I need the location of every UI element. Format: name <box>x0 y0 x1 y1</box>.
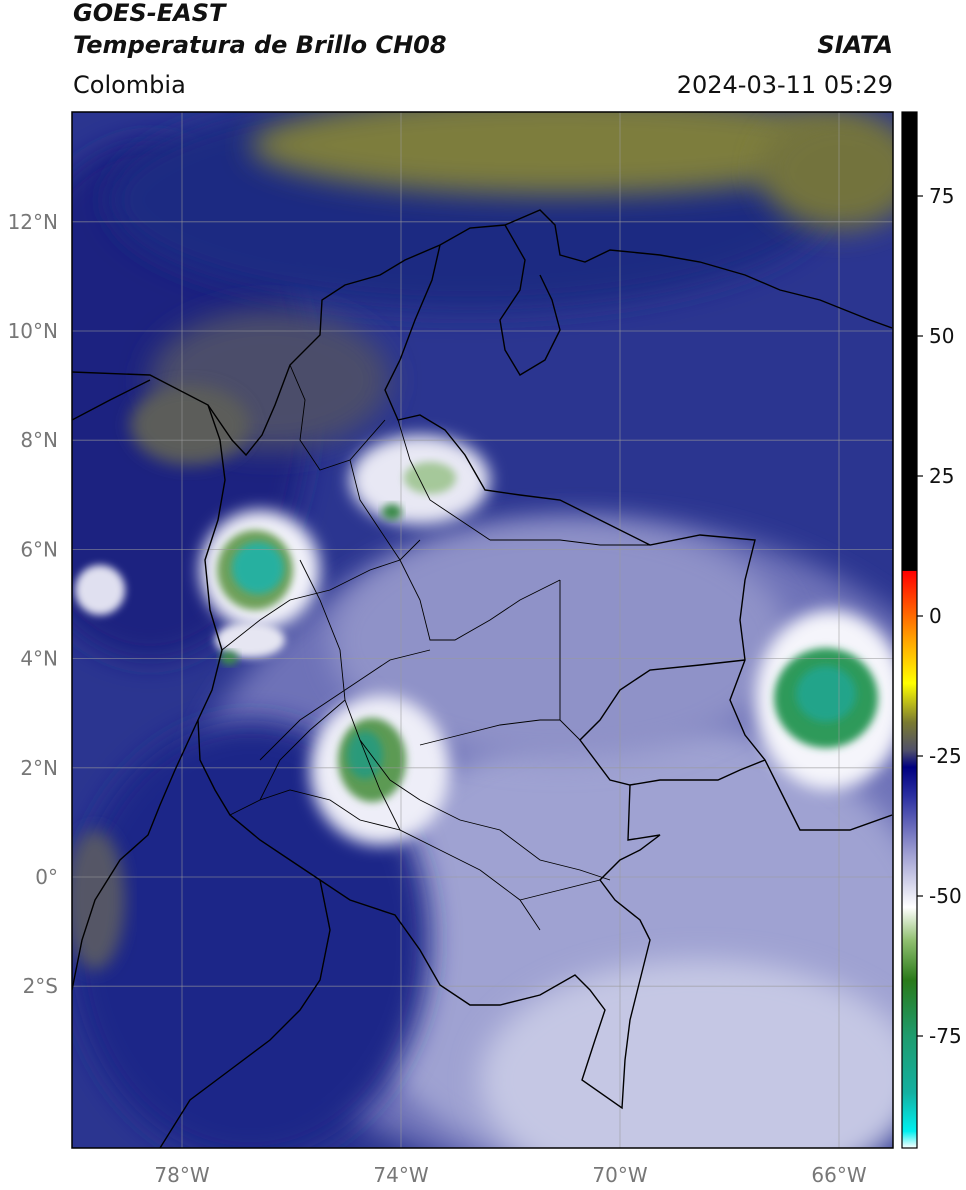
lon-tick-label: 70°W <box>592 1163 647 1187</box>
lat-tick-label: 4°N <box>20 647 58 671</box>
map-frame <box>71 111 894 1149</box>
lat-tick-label: 2°S <box>23 974 58 998</box>
lat-tick-label: 10°N <box>8 319 58 343</box>
lat-tick-label: 0° <box>35 865 58 889</box>
department-borders <box>221 364 650 931</box>
longitude-tick-labels: 78°W 74°W 70°W 66°W <box>154 1163 866 1187</box>
colorbar-tick-label: 50 <box>929 324 954 348</box>
brand-label: SIATA <box>817 31 893 59</box>
datetime-label: 2024-03-11 05:29 <box>676 71 893 99</box>
lon-tick-label: 74°W <box>373 1163 428 1187</box>
title-satellite: GOES-EAST <box>73 0 226 27</box>
lon-tick-label: 66°W <box>811 1163 866 1187</box>
title-product: Temperatura de Brillo CH08 <box>73 31 447 59</box>
graticule <box>72 112 893 1148</box>
colorbar-tick-label: -75 <box>929 1024 962 1048</box>
colorbar-tick-label: -50 <box>929 884 962 908</box>
colorbar-tick-label: 25 <box>929 464 954 488</box>
country-borders <box>72 209 893 1148</box>
latitude-tick-labels: 12°N 10°N 8°N 6°N 4°N 2°N 0° 2°S <box>8 210 58 998</box>
colorbar-ticks: 75 50 25 0 -25 -50 -75 <box>917 184 962 1048</box>
colorbar-frame <box>901 111 918 1149</box>
lat-tick-label: 6°N <box>20 537 58 561</box>
lat-tick-label: 2°N <box>20 756 58 780</box>
colorbar-tick-label: -25 <box>929 744 962 768</box>
colorbar <box>902 112 917 1148</box>
brightness-temperature-field <box>72 112 893 1148</box>
colorbar-tick-label: 75 <box>929 184 954 208</box>
lon-tick-label: 78°W <box>154 1163 209 1187</box>
lat-tick-label: 12°N <box>8 210 58 234</box>
lat-tick-label: 8°N <box>20 428 58 452</box>
colorbar-tick-label: 0 <box>929 604 942 628</box>
region-label: Colombia <box>73 71 186 99</box>
